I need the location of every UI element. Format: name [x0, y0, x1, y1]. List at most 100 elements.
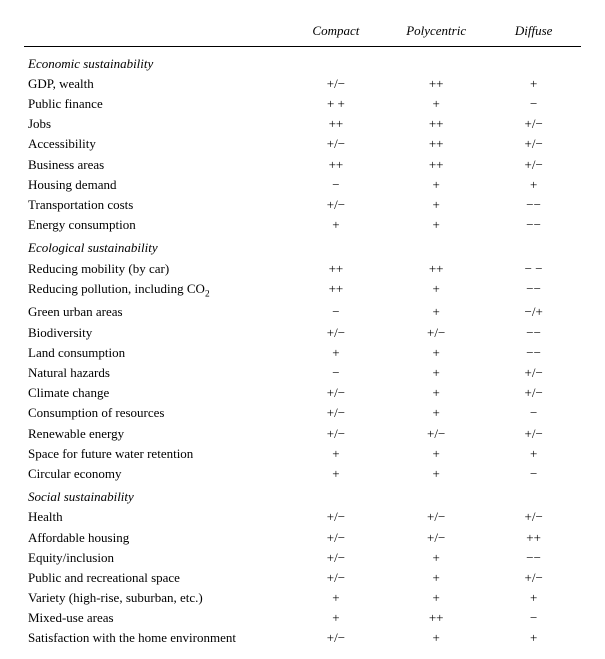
- cell: ++: [486, 528, 581, 548]
- cell: −: [486, 403, 581, 423]
- table-row: Affordable housing+/−+/−++: [24, 528, 581, 548]
- table-row: Public finance+ ++−: [24, 94, 581, 114]
- table-row: GDP, wealth+/−+++: [24, 74, 581, 94]
- cell: +: [286, 343, 386, 363]
- cell: +: [386, 175, 486, 195]
- cell: ++: [286, 114, 386, 134]
- cell: +/−: [286, 568, 386, 588]
- cell: −−: [486, 279, 581, 303]
- cell: +: [386, 195, 486, 215]
- table-row: Health+/−+/−+/−: [24, 507, 581, 527]
- cell: −: [286, 363, 386, 383]
- cell: +/−: [286, 507, 386, 527]
- table-row: Green urban areas−+−/+: [24, 302, 581, 322]
- row-label: Green urban areas: [24, 302, 286, 322]
- cell: ++: [386, 259, 486, 279]
- table-row: Jobs+++++/−: [24, 114, 581, 134]
- table-row: Natural hazards−++/−: [24, 363, 581, 383]
- table-row: Energy consumption++−−: [24, 215, 581, 235]
- section-ecological-label: Ecological sustainability: [24, 235, 581, 258]
- cell: +: [286, 215, 386, 235]
- table-row: Reducing mobility (by car)++++− −: [24, 259, 581, 279]
- cell: ++: [386, 74, 486, 94]
- table-row: Climate change+/−++/−: [24, 383, 581, 403]
- cell: +: [386, 464, 486, 484]
- row-label: Mixed-use areas: [24, 608, 286, 628]
- cell: −: [486, 94, 581, 114]
- cell: ++: [286, 279, 386, 303]
- section-ecological: Ecological sustainability: [24, 235, 581, 258]
- cell: + +: [286, 94, 386, 114]
- cell: +: [486, 588, 581, 608]
- row-label: Circular economy: [24, 464, 286, 484]
- cell: −−: [486, 215, 581, 235]
- row-label: Housing demand: [24, 175, 286, 195]
- cell: +: [386, 548, 486, 568]
- cell: ++: [286, 259, 386, 279]
- row-label: Renewable energy: [24, 424, 286, 444]
- cell: +/−: [486, 383, 581, 403]
- cell: −−: [486, 343, 581, 363]
- table-row: Transportation costs+/−+−−: [24, 195, 581, 215]
- cell: ++: [386, 155, 486, 175]
- table-row: Satisfaction with the home environment+/…: [24, 628, 581, 648]
- cell: +/−: [286, 528, 386, 548]
- cell: +/−: [486, 114, 581, 134]
- cell: +: [386, 444, 486, 464]
- cell: +: [386, 343, 486, 363]
- table-row: Renewable energy+/−+/−+/−: [24, 424, 581, 444]
- row-label: GDP, wealth: [24, 74, 286, 94]
- cell: +/−: [286, 383, 386, 403]
- cell: +/−: [386, 507, 486, 527]
- table-row: Mixed-use areas+++−: [24, 608, 581, 628]
- cell: +/−: [286, 195, 386, 215]
- cell: +/−: [286, 424, 386, 444]
- col-header-blank: [24, 18, 286, 47]
- row-label: Natural hazards: [24, 363, 286, 383]
- row-label: Public finance: [24, 94, 286, 114]
- row-label: Consumption of resources: [24, 403, 286, 423]
- cell: +/−: [486, 363, 581, 383]
- row-label: Business areas: [24, 155, 286, 175]
- cell: +/−: [486, 568, 581, 588]
- row-label: Satisfaction with the home environment: [24, 628, 286, 648]
- col-header-diffuse: Diffuse: [486, 18, 581, 47]
- cell: ++: [386, 608, 486, 628]
- section-economic-label: Economic sustainability: [24, 51, 581, 74]
- row-label: Affordable housing: [24, 528, 286, 548]
- cell: +: [286, 464, 386, 484]
- cell: +: [386, 568, 486, 588]
- cell: −: [286, 175, 386, 195]
- row-label: Reducing mobility (by car): [24, 259, 286, 279]
- cell: −−: [486, 195, 581, 215]
- cell: ++: [386, 114, 486, 134]
- col-header-polycentric: Polycentric: [386, 18, 486, 47]
- section-economic: Economic sustainability: [24, 51, 581, 74]
- cell: +: [286, 588, 386, 608]
- row-label: Jobs: [24, 114, 286, 134]
- table-row: Land consumption++−−: [24, 343, 581, 363]
- section-social: Social sustainability: [24, 484, 581, 507]
- table-row: Circular economy++−: [24, 464, 581, 484]
- cell: +/−: [386, 323, 486, 343]
- table-row: Business areas+++++/−: [24, 155, 581, 175]
- table-row: Housing demand−++: [24, 175, 581, 195]
- col-header-compact: Compact: [286, 18, 386, 47]
- cell: +/−: [286, 74, 386, 94]
- cell: −−: [486, 323, 581, 343]
- sustainability-table: Compact Polycentric Diffuse Economic sus…: [24, 18, 581, 649]
- cell: ++: [386, 134, 486, 154]
- cell: +: [386, 588, 486, 608]
- cell: +: [386, 279, 486, 303]
- row-label: Biodiversity: [24, 323, 286, 343]
- cell: +: [386, 628, 486, 648]
- table-row: Biodiversity+/−+/−−−: [24, 323, 581, 343]
- cell: +: [386, 94, 486, 114]
- cell: +: [386, 383, 486, 403]
- cell: +/−: [486, 155, 581, 175]
- cell: +: [286, 608, 386, 628]
- cell: − −: [486, 259, 581, 279]
- cell: +: [386, 302, 486, 322]
- section-social-label: Social sustainability: [24, 484, 581, 507]
- table-row: Variety (high-rise, suburban, etc.)+++: [24, 588, 581, 608]
